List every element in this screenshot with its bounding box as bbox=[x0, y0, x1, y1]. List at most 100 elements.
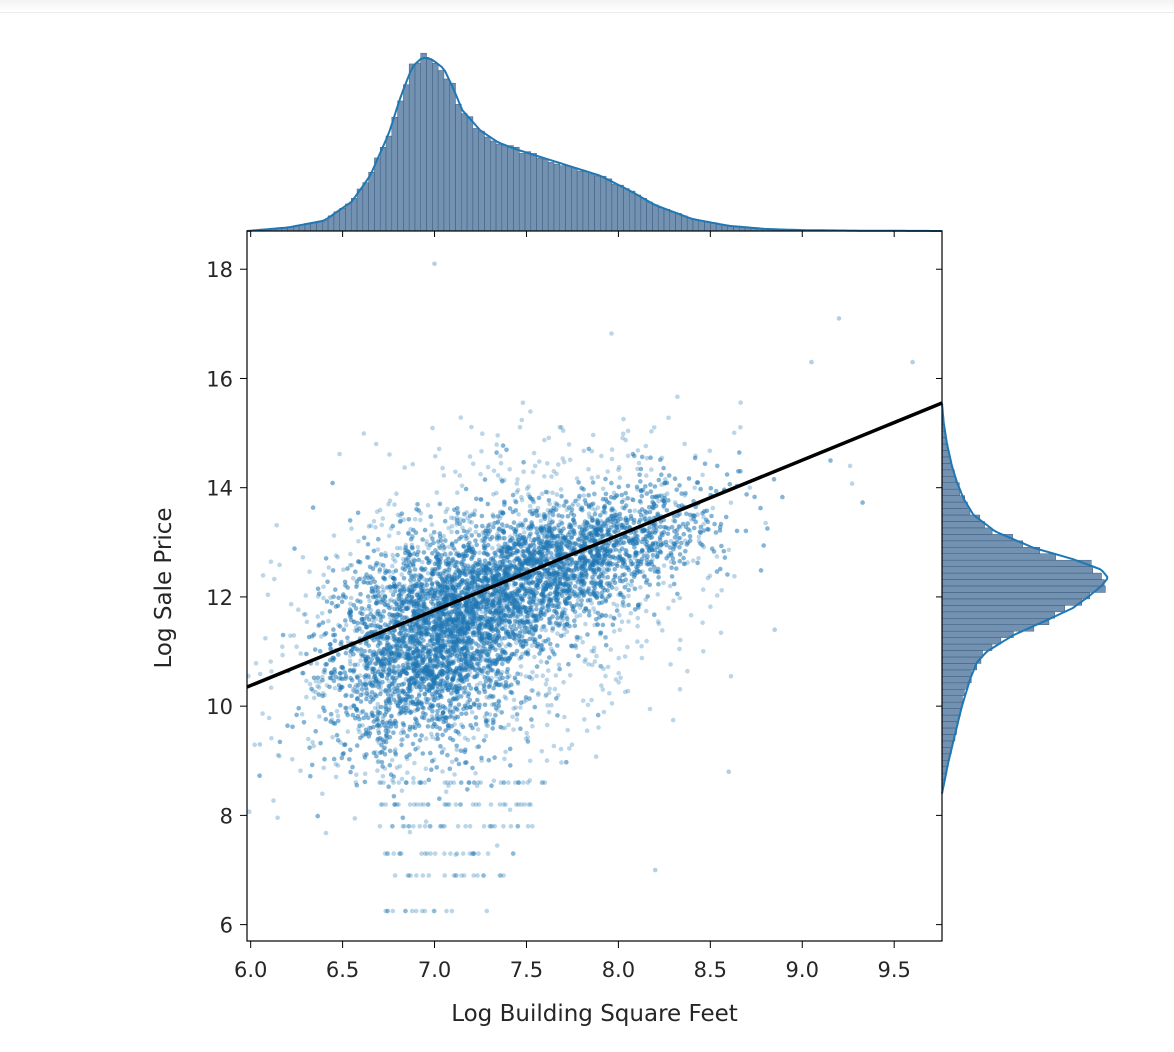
histogram-bar bbox=[941, 714, 959, 722]
scatter-point bbox=[342, 742, 348, 747]
scatter-point bbox=[497, 682, 502, 688]
scatter-point bbox=[365, 594, 371, 599]
scatter-point bbox=[383, 570, 388, 576]
scatter-point bbox=[455, 509, 461, 515]
scatter-point bbox=[629, 578, 635, 584]
scatter-point bbox=[470, 570, 475, 576]
scatter-point bbox=[704, 508, 710, 514]
histogram-bar bbox=[704, 221, 711, 232]
scatter-point bbox=[513, 508, 519, 513]
scatter-point bbox=[555, 693, 561, 698]
histogram-bar bbox=[449, 82, 456, 232]
scatter-point bbox=[473, 524, 479, 529]
scatter-point bbox=[337, 671, 343, 676]
histogram-bar bbox=[362, 182, 369, 232]
scatter-point bbox=[586, 588, 591, 593]
scatter-point bbox=[387, 748, 393, 754]
scatter-point bbox=[603, 524, 609, 529]
scatter-point bbox=[460, 577, 465, 583]
scatter-point bbox=[343, 583, 348, 588]
scatter-point bbox=[590, 480, 596, 485]
scatter-point bbox=[513, 677, 518, 683]
scatter-point bbox=[586, 446, 592, 452]
scatter-point bbox=[332, 638, 338, 643]
scatter-point bbox=[734, 528, 740, 534]
scatter-point bbox=[315, 586, 321, 592]
scatter-point bbox=[639, 454, 645, 460]
scatter-point bbox=[613, 547, 618, 552]
scatter-point bbox=[626, 602, 631, 608]
scatter-point bbox=[421, 567, 426, 573]
scatter-point bbox=[362, 662, 367, 668]
histogram-bar bbox=[941, 579, 1105, 587]
scatter-point bbox=[404, 754, 409, 759]
scatter-point bbox=[619, 546, 625, 551]
scatter-point bbox=[646, 504, 652, 510]
scatter-point bbox=[358, 647, 364, 652]
scatter-point bbox=[556, 513, 561, 518]
scatter-point bbox=[376, 536, 381, 542]
scatter-point bbox=[510, 492, 516, 498]
histogram-bar bbox=[507, 145, 514, 232]
scatter-point bbox=[589, 601, 594, 606]
scatter-point bbox=[526, 492, 531, 497]
scatter-point bbox=[608, 494, 614, 500]
kde-curve bbox=[246, 57, 942, 232]
scatter-point bbox=[309, 634, 315, 639]
scatter-point bbox=[674, 487, 679, 493]
scatter-point bbox=[363, 641, 369, 646]
scatter-point bbox=[561, 589, 566, 594]
scatter-point bbox=[323, 662, 328, 667]
scatter-point bbox=[359, 606, 365, 611]
scatter-point bbox=[656, 575, 661, 580]
scatter-point bbox=[714, 593, 720, 598]
scatter-point bbox=[396, 664, 401, 669]
scatter-point bbox=[257, 671, 263, 677]
scatter-point bbox=[601, 709, 607, 715]
scatter-point bbox=[494, 450, 499, 455]
histogram-bar bbox=[501, 145, 508, 232]
scatter-point bbox=[454, 564, 460, 570]
scatter-point bbox=[560, 514, 565, 519]
scatter-point bbox=[644, 455, 650, 461]
histogram-bar bbox=[466, 116, 474, 232]
scatter-point bbox=[583, 575, 589, 580]
scatter-point bbox=[367, 731, 373, 736]
scatter-point bbox=[718, 521, 724, 527]
scatter-point bbox=[536, 495, 542, 501]
scatter-point bbox=[465, 693, 471, 699]
scatter-point bbox=[661, 465, 666, 471]
scatter-point bbox=[537, 598, 542, 604]
scatter-point bbox=[420, 660, 426, 665]
scatter-point bbox=[315, 813, 321, 819]
scatter-point bbox=[669, 574, 675, 579]
scatter-point bbox=[381, 609, 387, 614]
scatter-point bbox=[686, 476, 692, 481]
scatter-point bbox=[527, 503, 533, 509]
scatter-point bbox=[602, 547, 608, 552]
scatter-point bbox=[460, 558, 466, 564]
histogram-bar bbox=[669, 211, 676, 232]
scatter-point bbox=[401, 561, 407, 566]
scatter-point bbox=[342, 670, 348, 675]
scatter-point bbox=[551, 743, 557, 749]
scatter-point bbox=[632, 572, 638, 578]
scatter-point bbox=[622, 654, 628, 659]
scatter-point bbox=[415, 502, 420, 507]
scatter-point bbox=[541, 512, 547, 517]
scatter-point bbox=[347, 518, 353, 523]
scatter-point bbox=[390, 630, 395, 636]
kde-curve bbox=[941, 402, 1109, 794]
scatter-point bbox=[379, 749, 385, 755]
scatter-point bbox=[381, 563, 386, 568]
scatter-point bbox=[628, 513, 634, 519]
scatter-point bbox=[666, 415, 671, 421]
scatter-point bbox=[442, 518, 448, 524]
scatter-point bbox=[400, 815, 406, 821]
histogram-bar bbox=[710, 222, 717, 232]
scatter-point bbox=[454, 517, 460, 523]
scatter-point bbox=[618, 516, 623, 521]
scatter-point bbox=[449, 542, 455, 548]
scatter-point bbox=[605, 516, 611, 521]
scatter-point bbox=[508, 763, 513, 768]
